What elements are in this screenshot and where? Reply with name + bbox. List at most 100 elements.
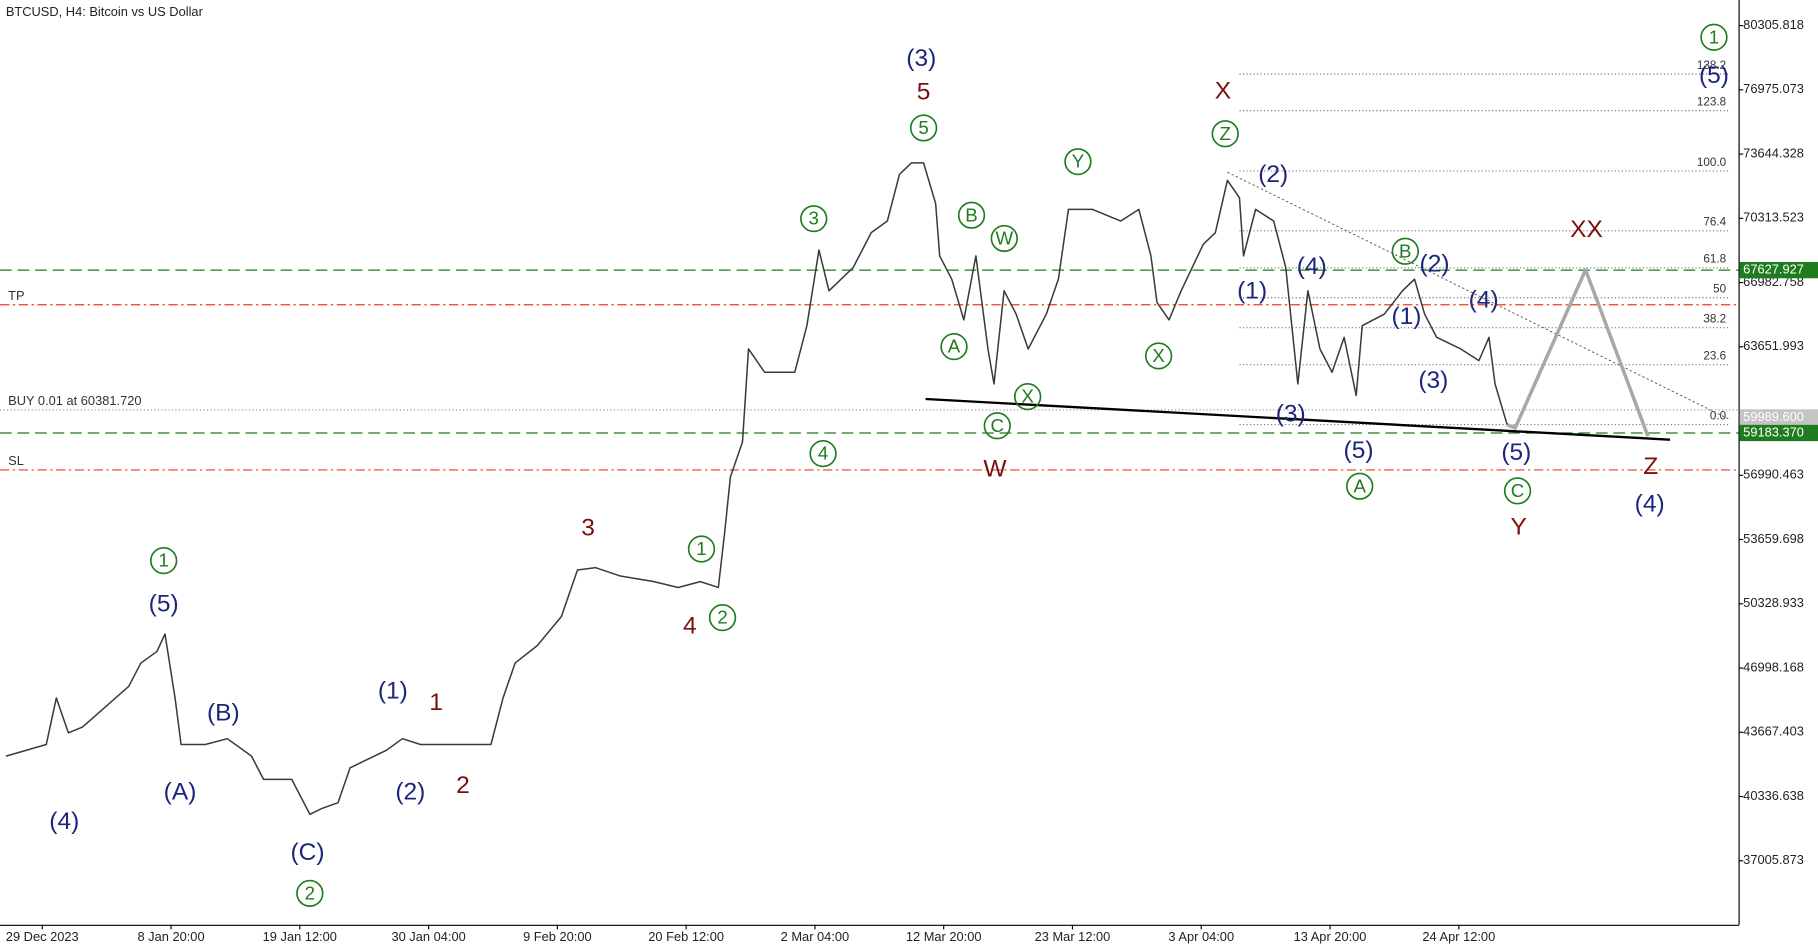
price-tag [1739,409,1818,426]
wave-label: (5) [1699,62,1729,89]
wave-circle [800,205,828,233]
wave-circle [1144,342,1173,370]
wave-label: (5) [1501,439,1531,466]
price-tag-label: 59989.600 [1743,409,1804,424]
trend-line [925,397,1671,441]
wave-label: X [1215,77,1231,104]
x-tick-label: 30 Jan 04:00 [391,929,465,944]
x-tick-label: 19 Jan 12:00 [263,929,337,944]
wave-label: X [1021,386,1034,407]
wave-circle [809,440,837,468]
wave-circle [1013,383,1042,411]
y-tick-label: 43667.403 [1743,724,1804,739]
x-tick-label: 9 Feb 20:00 [523,929,592,944]
y-tick-label: 70313.523 [1743,210,1804,225]
level-label: BUY 0.01 at 60381.720 [8,393,141,408]
wave-label: A [1353,475,1366,496]
fib-label: 50 [1713,283,1727,296]
wave-label: 5 [918,117,928,138]
x-tick-label: 8 Jan 20:00 [137,929,204,944]
wave-label: 4 [683,612,697,639]
y-tick-label: 53659.698 [1743,531,1804,546]
wave-label: (5) [149,590,179,617]
level-label: SL [8,453,24,468]
y-tick-label: 73644.328 [1743,145,1804,160]
wave-label: 4 [818,443,828,464]
wave-circle [1211,120,1239,148]
x-tick-label: 13 Apr 20:00 [1294,929,1367,944]
price-tag-label: 67627.927 [1743,262,1804,277]
price-line [5,162,1508,816]
wave-label: (1) [378,678,408,705]
wave-label: (3) [1418,367,1448,394]
fib-label: 61.8 [1703,253,1726,266]
wave-label: (4) [1635,490,1665,517]
wave-label: 1 [158,550,168,571]
wave-circle [990,224,1018,253]
price-tag [1739,261,1818,279]
wave-label: 5 [917,79,931,106]
wave-label: Y [1072,151,1085,172]
x-tick-label: 3 Apr 04:00 [1168,929,1234,944]
wave-label: Y [1511,514,1527,541]
wave-circle [1391,237,1419,265]
fib-label: 23.6 [1703,350,1726,363]
y-tick-label: 80305.818 [1743,17,1804,32]
wave-label: (4) [1297,253,1327,280]
wave-label: X [1152,345,1165,366]
wave-label: (1) [1391,303,1421,330]
wave-label: (C) [290,839,324,866]
y-tick-label: 63651.993 [1743,338,1804,353]
wave-label: 1 [1709,26,1719,47]
wave-label: Z [1643,453,1658,480]
fib-label: 123.8 [1697,96,1726,109]
wave-circle [149,547,178,575]
wave-label: (2) [1420,251,1450,278]
wave-circle [1503,477,1532,505]
wave-label: W [995,228,1013,249]
wave-label: (4) [49,808,79,835]
level-label: TP [8,288,24,303]
x-tick-label: 20 Feb 12:00 [648,929,724,944]
forecast-line [1506,268,1650,437]
fib-label: 0.0 [1710,409,1727,422]
y-tick-label: 46998.168 [1743,659,1804,674]
wave-label: 2 [717,607,727,628]
wave-circle [687,535,716,563]
wave-label: C [1511,480,1525,501]
wave-circle [1064,148,1092,176]
wave-label: (2) [395,779,425,806]
wave-label: Z [1220,123,1231,144]
wave-circle [909,114,938,142]
price-tag [1739,424,1818,442]
wave-circle [983,412,1011,440]
y-tick-label: 76975.073 [1743,81,1804,96]
x-tick-label: 2 Mar 04:00 [781,929,850,944]
wave-label: (5) [1344,437,1374,464]
price-tag-label: 59183.370 [1743,424,1804,439]
x-tick-label: 12 Mar 20:00 [906,929,982,944]
wave-circle [708,604,737,632]
fib-label: 38.2 [1703,313,1726,326]
x-tick-label: 29 Dec 2023 [6,929,79,944]
wave-label: 3 [581,515,595,542]
wave-label: (2) [1258,161,1288,188]
fib-label: 76.4 [1703,216,1726,229]
wave-label: A [948,336,961,357]
fib-label: 100.0 [1697,156,1727,169]
wave-label: XX [1570,216,1603,243]
wave-label: B [965,204,977,225]
x-tick-label: 23 Mar 12:00 [1035,929,1111,944]
y-tick-label: 40336.638 [1743,788,1804,803]
wave-label: (B) [207,700,240,727]
wave-label: C [991,415,1005,436]
wave-label: 3 [809,208,819,229]
wave-label: 1 [429,689,443,716]
fib-label: 138.2 [1697,59,1726,72]
wave-label: (A) [164,779,197,806]
wave-circle [1346,472,1374,500]
x-tick-label: 24 Apr 12:00 [1422,929,1495,944]
